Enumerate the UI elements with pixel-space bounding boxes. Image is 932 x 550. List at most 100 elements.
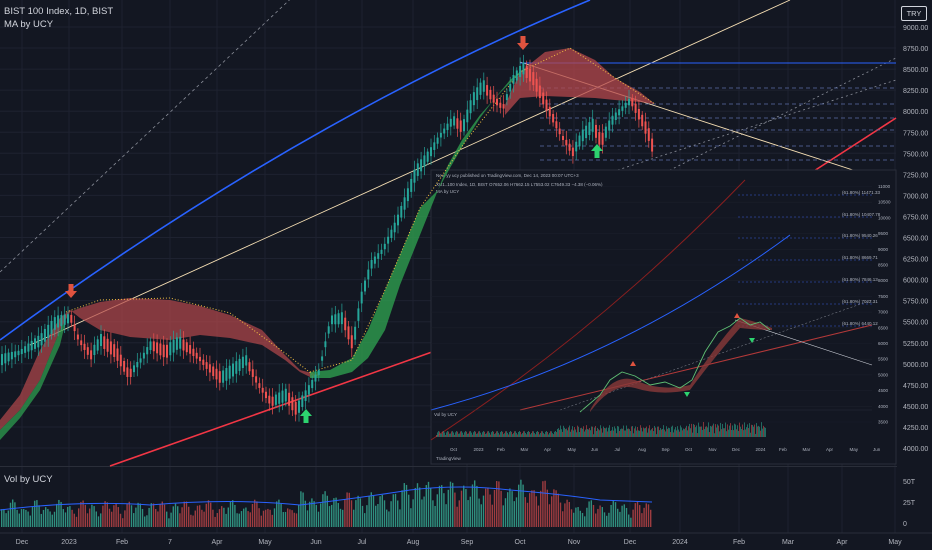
candle-body	[496, 98, 498, 106]
inset-volume-bar	[678, 429, 679, 437]
inset-volume-bar	[620, 429, 621, 437]
volume-bar	[227, 507, 229, 527]
inset-volume-bar	[578, 426, 579, 437]
volume-bar	[86, 513, 89, 527]
inset-volume-bar	[511, 431, 512, 437]
inset-fib-label: (61.80%) 9540.26	[842, 233, 878, 238]
inset-time-tick: Dec	[732, 447, 741, 452]
inset-volume-bar	[558, 428, 559, 437]
candle-body	[489, 89, 492, 100]
candle-body	[172, 339, 175, 353]
volume-bar	[423, 496, 425, 527]
volume-bar	[372, 495, 375, 527]
volume-bar	[317, 511, 320, 527]
volume-bar	[203, 511, 205, 527]
inset-volume-bar	[603, 426, 604, 437]
inset-volume-bar	[533, 431, 534, 437]
inset-volume-bar	[568, 427, 569, 437]
volume-bar	[496, 481, 498, 527]
inset-volume-bar	[543, 433, 544, 437]
volume-bar	[236, 513, 238, 527]
inset-volume-bar	[573, 430, 574, 437]
inset-time-tick: May	[568, 447, 577, 452]
volume-bar	[562, 511, 564, 527]
inset-volume-bar	[703, 422, 704, 437]
inset-volume-bar	[595, 425, 596, 437]
inset-volume-bar	[454, 434, 455, 437]
candle-body	[383, 243, 386, 250]
candle-body	[20, 348, 23, 355]
candle-body	[116, 348, 119, 361]
volume-bar	[269, 509, 271, 527]
volume-bar	[152, 503, 155, 527]
volume-bar	[386, 509, 388, 527]
inset-volume-bar	[536, 431, 537, 437]
volume-bar	[172, 506, 174, 527]
volume-bar	[205, 503, 207, 527]
volume-bar	[650, 509, 652, 527]
inset-red-curve	[430, 179, 746, 441]
candle-body	[149, 341, 152, 351]
candle-body	[169, 342, 172, 356]
inset-volume-bar	[715, 424, 716, 437]
inset-volume-bar	[655, 427, 656, 437]
price-tick-label: 6000.00	[903, 278, 928, 285]
candle-body	[364, 280, 366, 292]
volume-bar	[82, 500, 84, 527]
inset-volume-bar	[757, 426, 758, 437]
volume-bar	[559, 502, 562, 527]
inset-volume-bar	[743, 430, 744, 437]
inset-volume-bar	[461, 431, 462, 437]
inset-volume-bar	[682, 430, 683, 437]
candle-body	[93, 344, 96, 356]
inset-volume-bar	[553, 434, 554, 437]
inset-price-tick: 3500	[878, 420, 889, 425]
inset-price-tick: 6000	[878, 341, 889, 346]
price-tick-label: 6750.00	[903, 214, 928, 221]
inset-volume-bar	[467, 433, 468, 437]
candle-body	[317, 369, 320, 375]
volume-bar	[403, 483, 405, 527]
inset-volume-bar	[662, 428, 663, 437]
currency-badge[interactable]: TRY	[901, 6, 927, 21]
candle-body	[278, 392, 281, 404]
volume-bar	[104, 501, 106, 527]
volume-bar	[526, 502, 529, 527]
volume-bar	[405, 484, 408, 527]
candle-body	[225, 368, 228, 381]
inset-volume-bar	[505, 431, 506, 437]
candle-body	[208, 364, 211, 373]
inset-volume-bar	[707, 427, 708, 437]
volume-bar	[612, 500, 614, 527]
volume-bar	[84, 504, 86, 527]
inset-volume-bar	[472, 434, 473, 437]
time-axis: Dec 2023 Feb 7 Apr May Jun Jul Aug Sep Oct Nov Dec 20…	[0, 532, 932, 550]
time-tick-label: Oct	[515, 539, 526, 546]
volume-bar	[322, 494, 324, 527]
volume-bar	[122, 518, 124, 527]
candle-body	[509, 84, 512, 92]
inset-volume-bar	[452, 431, 453, 437]
volume-bar	[309, 501, 311, 527]
volume-bar	[273, 508, 276, 527]
inset-time-tick: May	[850, 447, 859, 452]
volume-bar	[267, 508, 269, 527]
volume-bar	[141, 508, 144, 527]
volume-bar	[595, 513, 597, 527]
inset-buy-arrow	[749, 338, 755, 343]
candle-body	[57, 315, 60, 328]
inset-time-tick: Oct	[685, 447, 693, 452]
volume-bar	[456, 506, 458, 527]
candle-body	[459, 120, 462, 132]
volume-bar	[366, 505, 368, 527]
inset-volume-bar	[584, 431, 585, 437]
volume-bar	[185, 501, 188, 527]
volume-bar	[201, 509, 203, 527]
inset-volume-bar	[623, 425, 624, 437]
candle-body	[215, 368, 218, 380]
volume-bar	[399, 509, 401, 527]
candle-body	[337, 313, 340, 325]
volume-bar	[408, 494, 410, 527]
volume-bar	[302, 492, 304, 527]
